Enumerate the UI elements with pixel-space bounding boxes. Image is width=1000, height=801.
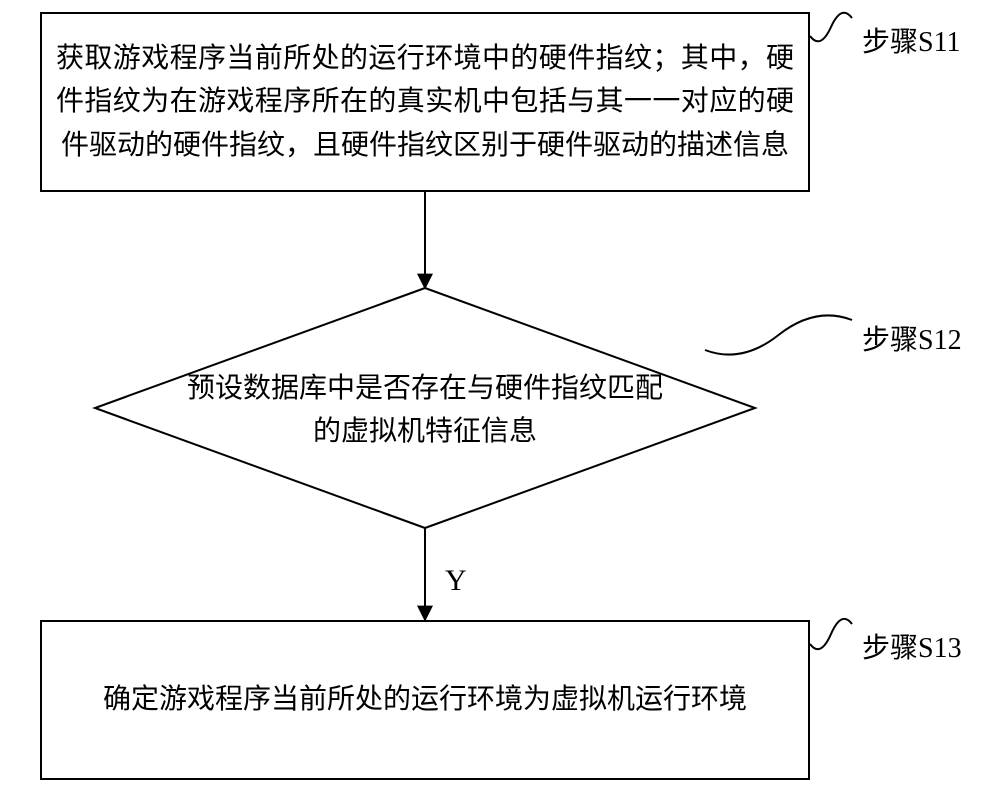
step-s12-text-container: 预设数据库中是否存在与硬件指纹匹配的虚拟机特征信息 [180, 355, 670, 465]
label-tie-s11 [810, 13, 852, 42]
step-s11-box: 获取游戏程序当前所处的运行环境中的硬件指纹；其中，硬件指纹为在游戏程序所在的真实… [40, 12, 810, 192]
step-s12-text: 预设数据库中是否存在与硬件指纹匹配的虚拟机特征信息 [180, 367, 670, 454]
step-s12-diamond [95, 288, 755, 528]
step-s12-label: 步骤S12 [862, 318, 962, 358]
step-s13-label: 步骤S13 [862, 626, 962, 666]
step-s13-box: 确定游戏程序当前所处的运行环境为虚拟机运行环境 [40, 620, 810, 780]
step-s11-label: 步骤S11 [862, 20, 961, 60]
step-s13-text: 确定游戏程序当前所处的运行环境为虚拟机运行环境 [89, 672, 761, 727]
label-tie-s12 [705, 315, 852, 354]
step-s11-text: 获取游戏程序当前所处的运行环境中的硬件指纹；其中，硬件指纹为在游戏程序所在的真实… [42, 31, 808, 173]
flowchart-canvas: 获取游戏程序当前所处的运行环境中的硬件指纹；其中，硬件指纹为在游戏程序所在的真实… [0, 0, 1000, 801]
label-tie-s13 [810, 619, 852, 649]
edge-s12-s13-label: Y [445, 564, 467, 598]
